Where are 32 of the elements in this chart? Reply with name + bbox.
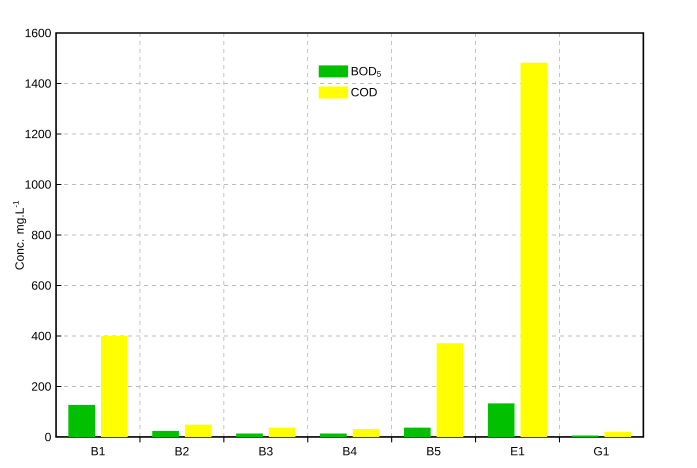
bar xyxy=(68,404,96,437)
bar xyxy=(352,429,380,437)
bar xyxy=(236,433,263,437)
x-tick-label: B5 xyxy=(427,447,440,456)
bar xyxy=(404,428,431,437)
y-tick-label: 800 xyxy=(32,230,51,240)
y-tick-label: 1600 xyxy=(26,28,51,38)
y-tick-label: 1000 xyxy=(26,180,51,189)
y-tick-label: 200 xyxy=(32,382,51,391)
legend-label: BOD$_{5}$ xyxy=(352,66,381,77)
x-tick-label: B4 xyxy=(343,447,357,456)
bar xyxy=(152,430,179,437)
bar xyxy=(488,403,515,437)
bar xyxy=(184,424,212,437)
y-tick-label: 1400 xyxy=(26,79,51,88)
bar xyxy=(604,432,632,437)
y-tick-label: 1200 xyxy=(26,130,51,138)
bar xyxy=(268,428,296,437)
x-tick-label: G1 xyxy=(594,447,609,456)
x-tick-label: B2 xyxy=(176,447,189,456)
x-tick-label: B1 xyxy=(92,447,105,456)
bar xyxy=(101,336,128,437)
legend-label: COD xyxy=(351,88,377,96)
y-tick-label: 400 xyxy=(32,332,51,340)
bar xyxy=(520,62,548,437)
x-tick-label: E1 xyxy=(511,447,524,456)
y-tick-label: 600 xyxy=(32,281,51,290)
y-axis-title: Conc. mg.L$^{-1}$ xyxy=(13,200,26,270)
y-tick-label: 0 xyxy=(45,432,51,442)
x-tick-label: B3 xyxy=(259,447,273,456)
bar xyxy=(436,343,464,437)
bar xyxy=(320,433,347,437)
